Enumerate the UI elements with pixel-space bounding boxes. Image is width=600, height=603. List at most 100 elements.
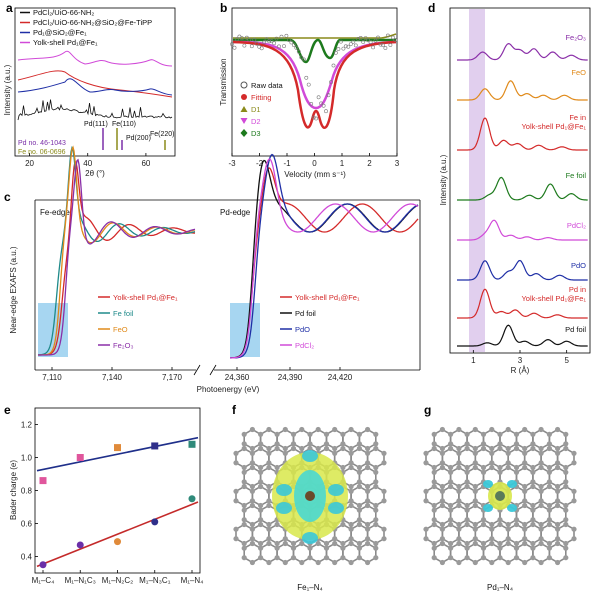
carbon-atom xyxy=(448,483,454,490)
carbon-atom xyxy=(356,441,362,447)
carbon-atom xyxy=(323,441,330,447)
xtick-label-e-3: M₁–N₃C₁ xyxy=(139,576,171,585)
lattice-bond xyxy=(358,428,377,450)
carbon-atom xyxy=(332,450,338,456)
carbon-atom xyxy=(480,469,487,475)
lattice-bond xyxy=(433,504,452,526)
carbon-atom xyxy=(431,431,437,437)
carbon-atom xyxy=(233,460,239,466)
carbon-atom xyxy=(464,445,470,452)
carbon-atom xyxy=(546,502,553,509)
carbon-atom xyxy=(555,445,561,452)
carbon-atom xyxy=(365,540,371,547)
lattice-bond xyxy=(449,466,468,488)
carbon-atom xyxy=(365,559,371,566)
carbon-atom xyxy=(472,426,478,433)
lattice-bond xyxy=(523,447,542,469)
carbon-atom xyxy=(530,521,536,528)
curve-b-d1 xyxy=(233,33,397,39)
carbon-atom xyxy=(315,426,321,433)
xtick-label-e-1: M₁–N₁C₃ xyxy=(65,576,96,585)
carbon-atom xyxy=(448,555,454,561)
lattice-bond xyxy=(449,428,468,450)
raw-point xyxy=(393,38,398,42)
carbon-atom xyxy=(464,555,470,561)
carbon-atom xyxy=(555,488,561,494)
carbon-atom xyxy=(249,502,255,509)
raw-point xyxy=(289,40,294,45)
carbon-atom xyxy=(365,502,371,509)
legend-a-label-3: Yolk-shell Pd₁@Fe₁ xyxy=(33,38,98,47)
lattice-bond xyxy=(466,504,485,526)
carbon-atom xyxy=(563,540,569,547)
raw-point xyxy=(274,36,279,41)
raw-point xyxy=(376,35,380,40)
curve-c-pd-3 xyxy=(230,158,419,359)
raw-point xyxy=(329,80,333,85)
carbon-atom xyxy=(340,464,346,471)
carbon-atom xyxy=(497,445,503,452)
carbon-atom xyxy=(513,464,520,471)
carbon-atom xyxy=(448,517,454,523)
carbon-atom xyxy=(522,536,528,542)
carbon-atom xyxy=(448,464,454,471)
carbon-atom xyxy=(373,469,379,475)
trace-label-d-2: Fe in xyxy=(569,113,586,122)
legend-c-pd-label-2: PdO xyxy=(295,325,310,334)
lattice-bond xyxy=(425,447,444,469)
raw-point xyxy=(239,36,244,41)
carbon-atom xyxy=(472,502,478,509)
carbon-atom xyxy=(356,431,362,437)
trace-label-d-7: Pd foil xyxy=(565,325,586,334)
carbon-atom xyxy=(530,483,536,490)
raw-point xyxy=(277,44,281,49)
carbon-atom xyxy=(258,464,264,471)
carbon-atom xyxy=(448,479,454,485)
legend-c-fe-label-0: Yolk-shell Pd₁@Fe₁ xyxy=(113,293,178,302)
carbon-atom xyxy=(249,521,255,528)
carbon-atom xyxy=(480,517,487,523)
carbon-atom xyxy=(290,545,297,551)
carbon-atom xyxy=(241,555,247,561)
carbon-atom xyxy=(480,540,487,547)
lattice-bond xyxy=(499,428,518,450)
carbon-atom xyxy=(340,441,346,447)
carbon-atom xyxy=(233,488,239,494)
carbon-atom xyxy=(555,426,561,433)
carbon-atom xyxy=(538,426,544,433)
raw-point xyxy=(381,43,385,48)
legend-a-label-1: PdCl₂/UiO-66-NH₂@SiO₂@Fe-TiPP xyxy=(33,18,152,27)
carbon-atom xyxy=(522,483,528,490)
trace-label-d-5: PdO xyxy=(571,261,586,270)
lattice-bond xyxy=(540,485,559,507)
carbon-atom xyxy=(348,498,354,504)
peak-label-pd111: Pd(111) xyxy=(84,121,108,128)
carbon-atom xyxy=(423,450,429,456)
point-e-Pd-2 xyxy=(114,538,121,546)
density-cyan-lobe-f-4 xyxy=(302,450,318,462)
density-cyan-lobe-f-2 xyxy=(276,502,292,514)
carbon-atom xyxy=(274,431,280,437)
carbon-atom xyxy=(315,540,321,547)
carbon-atom xyxy=(241,445,247,452)
carbon-atom xyxy=(241,521,247,528)
carbon-atom xyxy=(489,426,495,433)
density-cyan-lobe-g-3 xyxy=(507,504,517,512)
carbon-atom xyxy=(340,445,346,452)
carbon-atom xyxy=(431,521,437,528)
carbon-atom xyxy=(546,507,553,513)
carbon-atom xyxy=(373,545,379,551)
curve-a-pdcl2-uio-sio2 xyxy=(17,70,173,98)
carbon-atom xyxy=(522,445,528,452)
carbon-atom xyxy=(266,488,272,494)
carbon-atom xyxy=(538,445,544,452)
carbon-atom xyxy=(241,469,247,475)
xtick-label-d-1: 1 xyxy=(471,356,476,365)
raw-point xyxy=(363,36,368,41)
carbon-atom xyxy=(241,441,247,447)
lattice-bond xyxy=(358,504,377,526)
carbon-atom xyxy=(448,521,454,528)
carbon-atom xyxy=(497,441,503,447)
carbon-atom xyxy=(546,540,553,547)
carbon-atom xyxy=(546,441,553,447)
